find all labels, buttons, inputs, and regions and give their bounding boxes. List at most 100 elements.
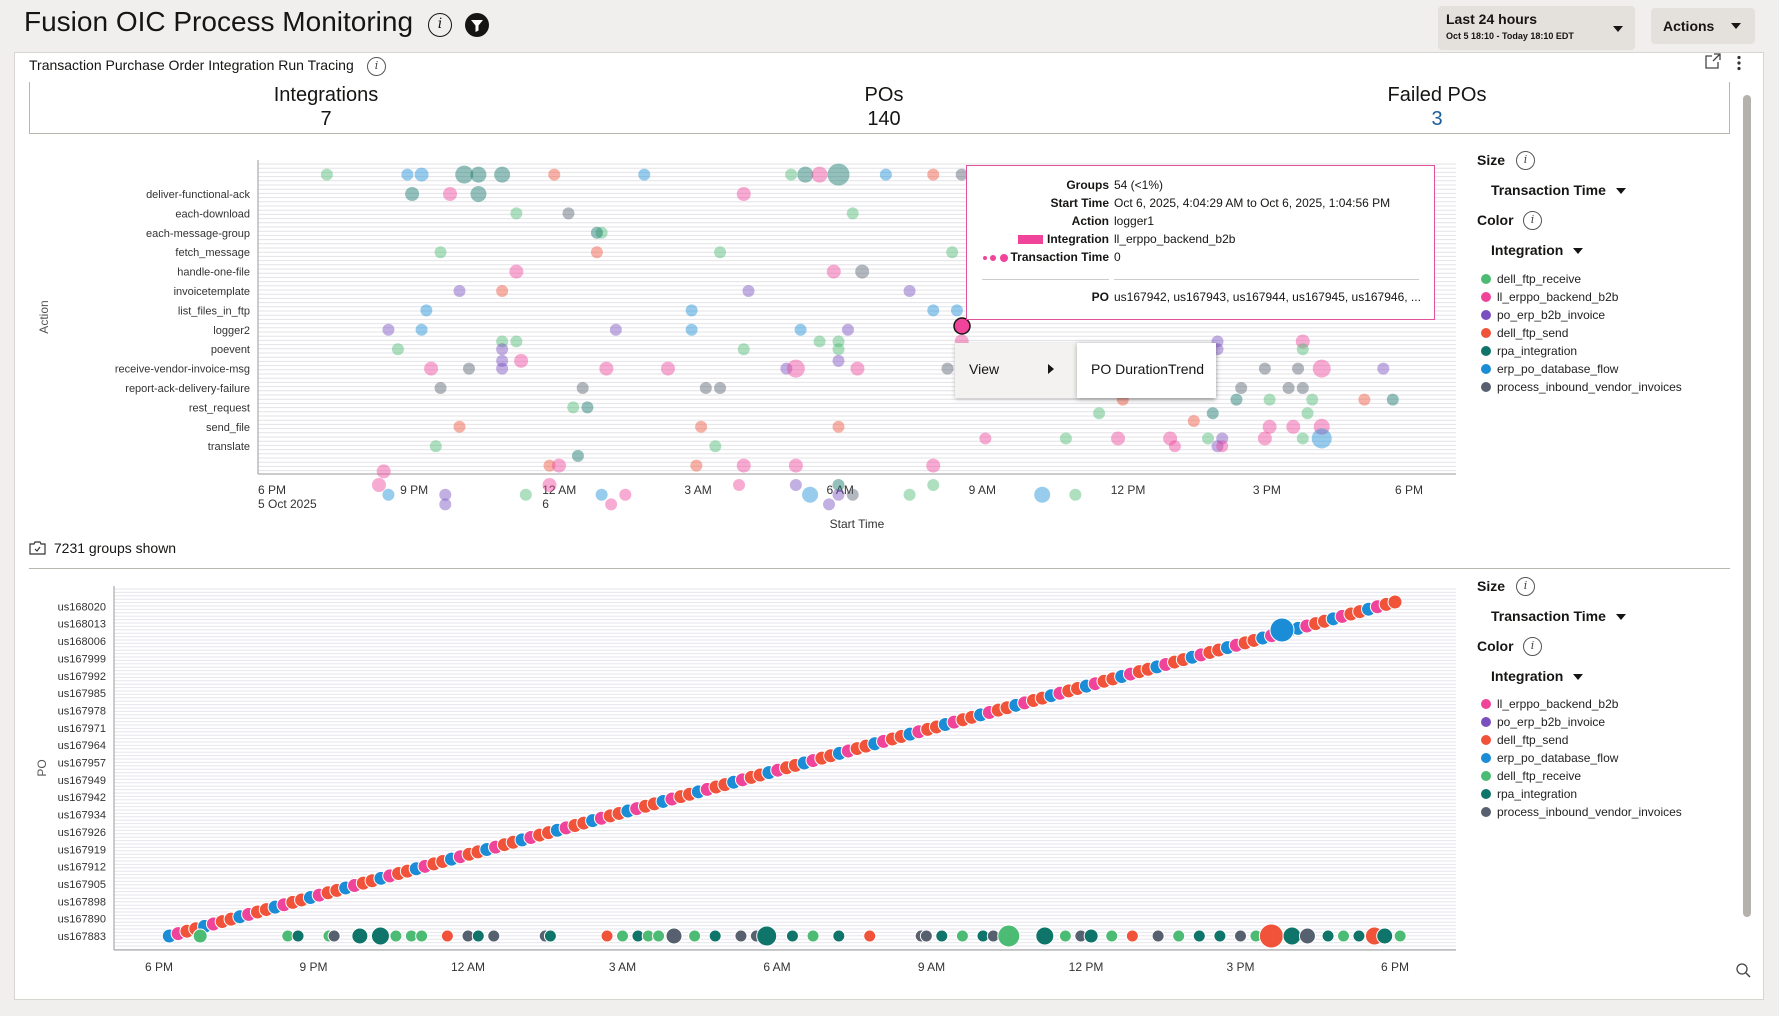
scatter-point — [832, 420, 845, 433]
scatter-point — [927, 168, 940, 181]
scatter-point — [714, 382, 727, 394]
legend-item-rpa-integration[interactable]: rpa_integration — [1481, 344, 1577, 358]
scatter-point — [1211, 440, 1224, 453]
scatter-point — [1386, 393, 1399, 406]
scatter-point — [415, 323, 428, 336]
scatter-point — [919, 929, 933, 943]
scatter-point — [548, 168, 561, 181]
legend-item-erp-po-database-flow[interactable]: erp_po_database_flow — [1481, 751, 1618, 765]
color-select[interactable]: Integration — [1491, 668, 1584, 684]
kpi-failed-pos[interactable]: Failed POs 3 — [1337, 83, 1537, 131]
zoom-icon[interactable] — [1735, 962, 1751, 981]
scatter-point — [788, 458, 803, 473]
legend-item-process-inbound-vendor-invoices[interactable]: process_inbound_vendor_invoices — [1481, 805, 1682, 819]
y-tick-label: deliver-functional-ack — [146, 189, 250, 201]
info-icon[interactable]: i — [1516, 151, 1535, 170]
scatter-point — [941, 362, 954, 375]
actions-button[interactable]: Actions — [1651, 8, 1755, 44]
legend-item-ll-erppo-backend-b2b[interactable]: ll_erppo_backend_b2b — [1481, 290, 1618, 304]
size-select[interactable]: Transaction Time — [1491, 182, 1626, 198]
legend-item-process-inbound-vendor-invoices[interactable]: process_inbound_vendor_invoices — [1481, 380, 1682, 394]
scatter-point — [903, 488, 916, 501]
legend-item-erp-po-database-flow[interactable]: erp_po_database_flow — [1481, 362, 1618, 376]
y-tick-label: us167985 — [58, 688, 106, 700]
expand-icon[interactable] — [1705, 53, 1721, 72]
color-select-value: Integration — [1491, 668, 1564, 684]
info-icon[interactable]: i — [1523, 637, 1542, 656]
scatter-point — [605, 498, 618, 511]
y-tick-label: fetch_message — [175, 247, 250, 259]
legend-dot-icon — [1481, 292, 1491, 302]
legend-item-po-erp-b2b-invoice[interactable]: po_erp_b2b_invoice — [1481, 308, 1605, 322]
scatter-point — [1258, 923, 1284, 949]
scatter-point — [1083, 928, 1099, 944]
scatter-point — [1301, 407, 1314, 420]
more-options-icon[interactable] — [1736, 55, 1742, 74]
section-divider — [29, 568, 1730, 569]
legend-item-ll-erppo-backend-b2b[interactable]: ll_erppo_backend_b2b — [1481, 697, 1618, 711]
scatter-point — [714, 246, 727, 259]
y-tick-label: each-download — [175, 208, 250, 220]
scatter-point — [1069, 488, 1082, 501]
y-tick-label: us167957 — [58, 758, 106, 770]
menu-item-view[interactable]: View — [969, 361, 1000, 377]
scatter-point — [1282, 926, 1302, 946]
scatter-point — [832, 343, 845, 356]
legend-item-dell-ftp-send[interactable]: dell_ftp_send — [1481, 326, 1568, 340]
legend-dot-icon — [1481, 789, 1491, 799]
scatter-point — [320, 168, 333, 181]
kpi-label: POs — [864, 84, 904, 106]
legend-label: erp_po_database_flow — [1497, 362, 1619, 376]
filter-icon[interactable] — [465, 13, 489, 37]
scatter-point — [590, 226, 603, 239]
chevron-down-icon — [1731, 23, 1741, 29]
kpi-value: 7 — [320, 108, 332, 130]
size-select[interactable]: Transaction Time — [1491, 608, 1626, 624]
scatter-point — [609, 323, 622, 336]
legend-item-po-erp-b2b-invoice[interactable]: po_erp_b2b_invoice — [1481, 715, 1605, 729]
color-select[interactable]: Integration — [1491, 242, 1584, 258]
scatter-point — [1262, 419, 1277, 434]
info-icon[interactable]: i — [428, 13, 452, 37]
kpi-integrations[interactable]: Integrations 7 — [226, 83, 426, 131]
groups-shown: 7231 groups shown — [29, 540, 176, 556]
scatter-point — [391, 343, 404, 356]
info-icon[interactable]: i — [1516, 577, 1535, 596]
x-tick-label: 3 PM — [1226, 960, 1254, 974]
menu-item-po-durationtrend[interactable]: PO DurationTrend — [1077, 343, 1216, 398]
legend-item-rpa-integration[interactable]: rpa_integration — [1481, 787, 1577, 801]
legend-label: po_erp_b2b_invoice — [1497, 715, 1606, 729]
scatter-point — [1352, 929, 1366, 943]
legend-item-dell-ftp-receive[interactable]: dell_ftp_receive — [1481, 769, 1581, 783]
legend-label: ll_erppo_backend_b2b — [1497, 290, 1619, 304]
time-range-select[interactable]: Last 24 hours Oct 5 18:10 - Today 18:10 … — [1438, 6, 1635, 50]
info-icon[interactable]: i — [1523, 211, 1542, 230]
scatter-point — [496, 343, 509, 356]
chevron-down-icon — [1573, 674, 1584, 681]
scatter-point — [434, 382, 447, 394]
scatter-point — [440, 929, 454, 943]
kpi-pos[interactable]: POs 140 — [784, 83, 984, 131]
kpi-value: 140 — [867, 108, 901, 130]
panel-scrollbar[interactable] — [1743, 95, 1751, 917]
size-select-value: Transaction Time — [1491, 182, 1606, 198]
legend-label: dell_ftp_send — [1497, 733, 1569, 747]
info-icon[interactable]: i — [367, 57, 386, 76]
tooltip-key: Transaction Time — [1010, 250, 1109, 264]
tooltip-row: PO us167942, us167943, us167944, us167945… — [967, 290, 1436, 306]
tooltip-key: PO — [1091, 290, 1109, 304]
scatter-point — [879, 168, 892, 181]
scatter-point — [1202, 432, 1215, 445]
legend-item-dell-ftp-receive[interactable]: dell_ftp_receive — [1481, 272, 1581, 286]
scatter-point — [571, 449, 584, 462]
scatter-point — [786, 359, 805, 378]
scatter-point — [1296, 343, 1309, 356]
scatter-point — [1111, 431, 1126, 446]
scatter-point — [1376, 927, 1394, 945]
legend-item-dell-ftp-send[interactable]: dell_ftp_send — [1481, 733, 1568, 747]
scatter-point — [794, 323, 807, 336]
size-scale-icon — [983, 254, 1008, 262]
scatter-point — [567, 401, 580, 414]
scatter-point — [351, 927, 369, 945]
